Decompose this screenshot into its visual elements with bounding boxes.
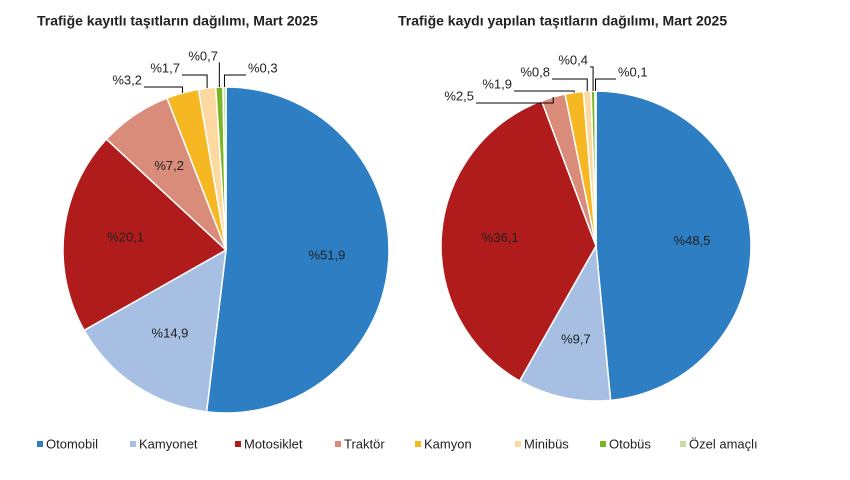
legend-label: Traktör [344, 436, 385, 451]
leader-line [223, 74, 246, 88]
data-label: %1,9 [482, 76, 512, 91]
data-label: %1,7 [150, 60, 180, 75]
chart-title: Trafiğe kaydı yapılan taşıtların dağılım… [398, 13, 727, 29]
legend-label: Kamyonet [139, 436, 198, 451]
data-label: %7,2 [154, 158, 184, 173]
pie-slice [83, 248, 227, 413]
data-label: %0,3 [248, 60, 278, 75]
legend-label: Otobüs [609, 436, 651, 451]
leader-line [218, 62, 220, 88]
data-label: %0,8 [520, 64, 550, 79]
leader-line [144, 86, 183, 93]
pie-slice [518, 243, 612, 402]
data-label: %0,4 [558, 52, 588, 67]
pie-slice [595, 90, 752, 402]
legend-swatch [680, 441, 686, 447]
data-label: %48,5 [674, 233, 711, 248]
leader-line [552, 78, 588, 92]
pie-slice [205, 86, 390, 414]
data-label: %3,2 [112, 72, 142, 87]
leader-line [182, 74, 208, 89]
pie-slice [594, 90, 597, 247]
legend-swatch [600, 441, 606, 447]
leader-line [595, 78, 616, 92]
data-label: %2,5 [444, 88, 474, 103]
legend-label: Motosiklet [244, 436, 303, 451]
leader-line [476, 97, 554, 104]
pie-slice [222, 86, 227, 251]
legend-swatch [37, 441, 43, 447]
leader-line [514, 90, 575, 93]
data-label: %14,9 [152, 326, 189, 341]
legend-swatch [515, 441, 521, 447]
legend-label: Kamyon [424, 436, 472, 451]
chart-title: Trafiğe kayıtlı taşıtların dağılımı, Mar… [37, 13, 318, 29]
legend-swatch [335, 441, 341, 447]
legend-label: Özel amaçlı [689, 436, 758, 451]
pie-slice [440, 99, 597, 382]
legend-swatch [130, 441, 136, 447]
data-label: %0,1 [618, 64, 648, 79]
data-label: %51,9 [308, 247, 345, 262]
leader-line [590, 66, 594, 92]
data-label: %9,7 [561, 331, 591, 346]
data-label: %0,7 [188, 48, 218, 63]
legend-label: Otomobil [46, 436, 98, 451]
legend-swatch [235, 441, 241, 447]
data-label: %36,1 [482, 230, 519, 245]
data-label: %20,1 [107, 230, 144, 245]
legend-label: Minibüs [524, 436, 569, 451]
pie-slice [62, 138, 228, 332]
legend-swatch [415, 441, 421, 447]
